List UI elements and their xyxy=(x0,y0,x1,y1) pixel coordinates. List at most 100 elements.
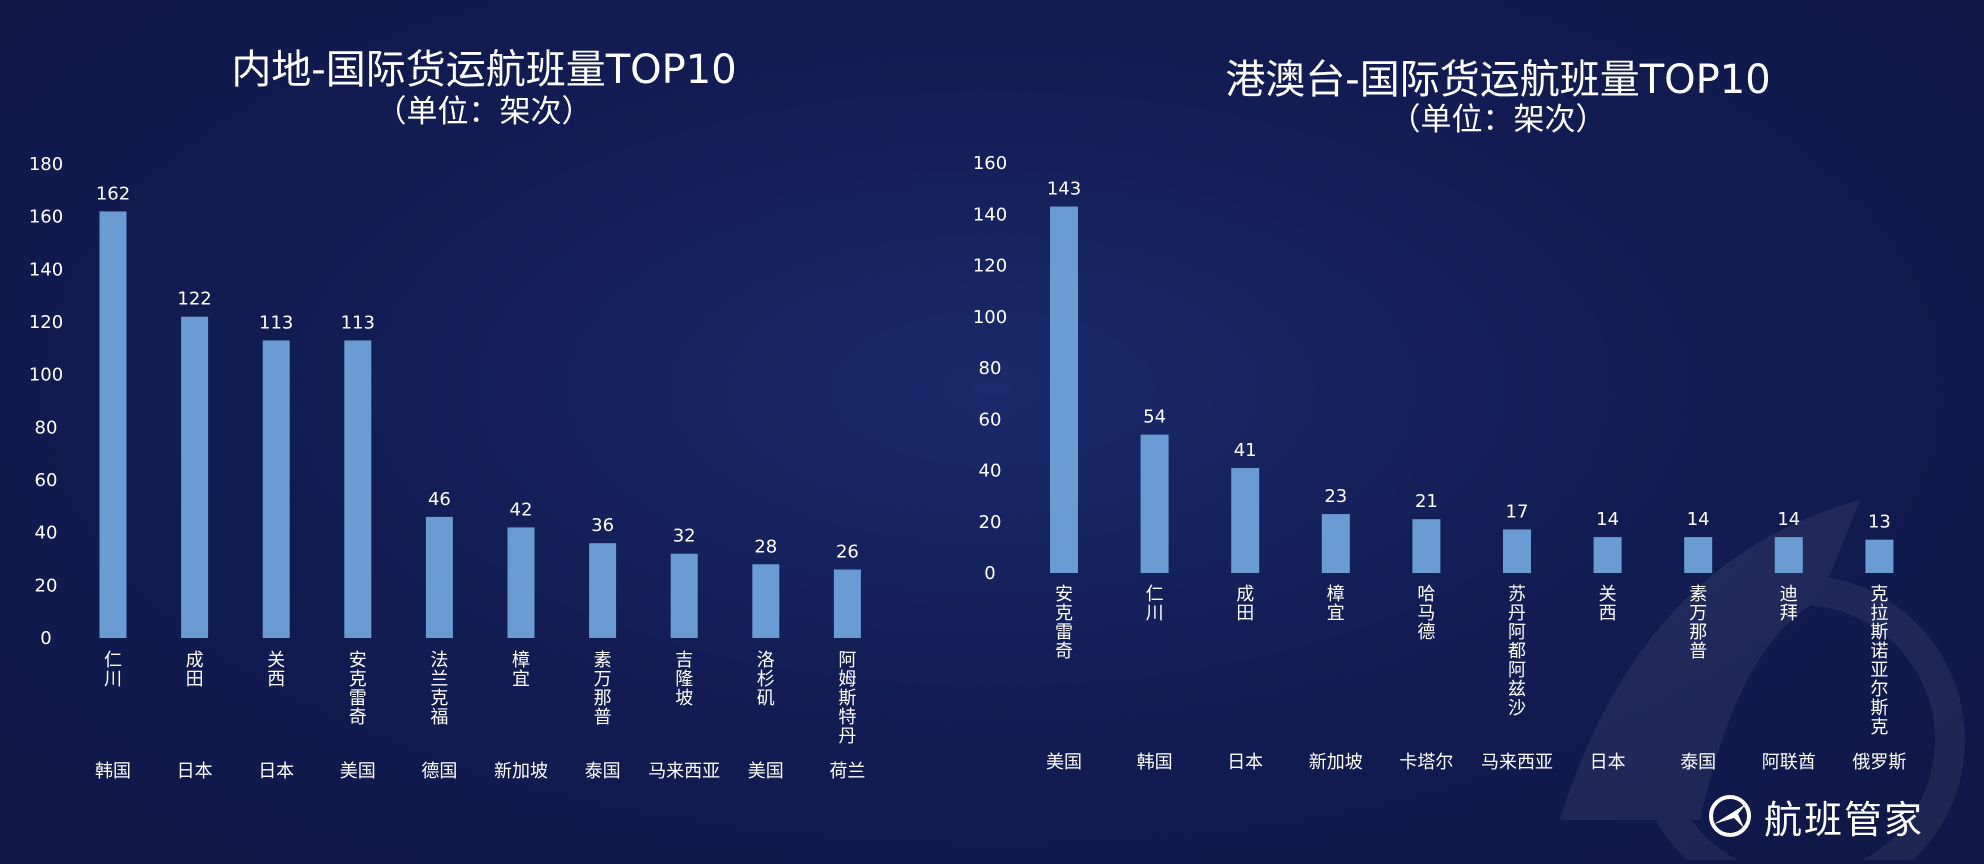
chart2-x-tick-label: 哈马德 xyxy=(1417,584,1435,643)
watermark-logo-icon xyxy=(1560,500,1965,860)
chart1-y-tick-label: 0 xyxy=(40,628,51,649)
chart1-bar xyxy=(181,316,209,638)
chart1-bar xyxy=(425,516,453,638)
chart1-bar xyxy=(262,340,290,638)
chart2-bar xyxy=(1412,519,1441,573)
chart2-bar xyxy=(1050,206,1078,573)
brand-logo: 航班管家 xyxy=(1708,790,1924,842)
chart1-y-tick-label: 160 xyxy=(29,207,63,228)
chart2-x-tick-label: 克拉斯诺亚尔斯克 xyxy=(1870,584,1888,738)
chart2-y-tick-label: 160 xyxy=(973,153,1007,174)
chart2-bar xyxy=(1593,537,1622,573)
chart2-x-tick-label: 迪拜 xyxy=(1780,584,1798,624)
chart1-value-label: 113 xyxy=(341,312,375,333)
chart1-country-label: 美国 xyxy=(748,761,784,782)
chart1-country-label: 日本 xyxy=(258,761,294,782)
chart1-y-tick-label: 60 xyxy=(35,470,58,491)
chart1-bar xyxy=(670,553,698,638)
chart1-country-label: 韩国 xyxy=(95,761,131,782)
chart2-bar xyxy=(1503,529,1531,573)
plane-logo-icon xyxy=(1709,795,1751,837)
chart2-country-label: 日本 xyxy=(1227,752,1263,773)
chart2-bar xyxy=(1321,514,1350,573)
chart1-value-label: 46 xyxy=(428,489,451,510)
chart2-country-label: 阿联酋 xyxy=(1762,752,1816,773)
chart1-bar xyxy=(752,564,780,638)
chart1-value-label: 28 xyxy=(754,536,777,557)
chart2-value-label: 143 xyxy=(1047,179,1081,200)
chart2-country-label: 日本 xyxy=(1590,752,1626,773)
chart1-bar xyxy=(99,211,127,638)
chart1-value-label: 162 xyxy=(96,183,130,204)
chart2-x-tick-label: 樟宜 xyxy=(1327,584,1345,624)
chart1-x-tick-label: 仁川 xyxy=(104,650,122,690)
chart2-y-tick-label: 140 xyxy=(973,204,1007,225)
chart1-value-label: 32 xyxy=(673,526,696,547)
chart2-x-tick-label: 素万那普 xyxy=(1689,584,1707,662)
chart2-country-label: 卡塔尔 xyxy=(1399,752,1453,773)
brand-name: 航班管家 xyxy=(1764,797,1925,842)
chart2-x-tick-label: 仁川 xyxy=(1146,584,1164,624)
chart2-x-tick-label: 成田 xyxy=(1236,584,1254,624)
chart2-title: 港澳台-国际货运航班量TOP10 xyxy=(1225,57,1771,103)
chart1-country-label: 马来西亚 xyxy=(648,761,720,782)
chart1-y-tick-label: 140 xyxy=(29,259,63,280)
chart2-bar xyxy=(1865,539,1894,573)
chart2-country-label: 马来西亚 xyxy=(1481,752,1553,773)
chart2-value-label: 23 xyxy=(1324,486,1347,507)
chart2-x-tick-label: 安克雷奇 xyxy=(1055,584,1073,662)
chart1-x-tick-label: 樟宜 xyxy=(512,650,530,690)
chart1-unit-label: （单位：架次） xyxy=(375,94,593,130)
chart2-value-label: 14 xyxy=(1777,509,1800,530)
chart1-value-label: 36 xyxy=(591,515,614,536)
chart2-value-label: 21 xyxy=(1415,491,1438,512)
chart1-bar xyxy=(589,543,617,638)
chart2-value-label: 14 xyxy=(1687,509,1710,530)
chart1-x-tick-label: 洛杉矶 xyxy=(757,650,775,709)
chart2-y-tick-label: 0 xyxy=(984,563,995,584)
chart1-country-label: 荷兰 xyxy=(829,761,865,782)
chart2-value-label: 41 xyxy=(1234,440,1257,461)
chart1-y-tick-label: 180 xyxy=(29,154,63,175)
chart2-y-tick-label: 100 xyxy=(973,307,1007,328)
chart1-country-label: 泰国 xyxy=(585,761,621,782)
chart1-value-label: 42 xyxy=(510,499,533,520)
chart2-bar xyxy=(1140,434,1169,573)
chart1-x-tick-label: 关西 xyxy=(267,650,285,690)
chart1-value-label: 26 xyxy=(836,542,859,563)
chart1-country-label: 日本 xyxy=(177,761,213,782)
chart2-value-label: 14 xyxy=(1596,509,1619,530)
chart1-y-tick-label: 20 xyxy=(35,575,58,596)
chart1-x-tick-label: 成田 xyxy=(186,650,204,690)
chart2-country-label: 新加坡 xyxy=(1309,752,1363,773)
chart2-country-label: 美国 xyxy=(1046,752,1082,773)
chart1-y-tick-label: 120 xyxy=(29,312,63,333)
chart2-y-tick-label: 120 xyxy=(973,256,1007,277)
chart1-title: 内地-国际货运航班量TOP10 xyxy=(231,47,737,93)
chart1-bar xyxy=(507,527,535,638)
chart2-x-tick-label: 关西 xyxy=(1599,584,1617,624)
chart2-country-label: 俄罗斯 xyxy=(1852,752,1906,773)
chart2-x-tick-label: 苏丹阿都阿兹沙 xyxy=(1508,584,1526,719)
chart2-unit-label: （单位：架次） xyxy=(1389,102,1607,138)
chart1-bar xyxy=(833,569,861,638)
chart2-y-tick-label: 40 xyxy=(979,461,1002,482)
chart2-y-tick-label: 20 xyxy=(979,512,1002,533)
chart1-bar xyxy=(344,340,372,638)
chart1-country-label: 德国 xyxy=(421,761,457,782)
chart1-y-tick-label: 80 xyxy=(35,417,58,438)
chart2-country-label: 韩国 xyxy=(1137,752,1173,773)
chart2-y-tick-label: 60 xyxy=(979,409,1002,430)
chart1-country-label: 美国 xyxy=(340,761,376,782)
chart1-value-label: 113 xyxy=(259,312,293,333)
chart2-bar xyxy=(1684,537,1713,573)
chart1-y-tick-label: 40 xyxy=(35,523,58,544)
chart2-country-label: 泰国 xyxy=(1680,752,1716,773)
chart2-value-label: 13 xyxy=(1868,512,1891,533)
chart2-value-label: 17 xyxy=(1506,501,1529,522)
chart1-x-tick-label: 法兰克福 xyxy=(430,650,448,728)
chart1-x-tick-label: 阿姆斯特丹 xyxy=(838,650,856,747)
chart1-x-tick-label: 素万那普 xyxy=(594,650,612,728)
chart2-value-label: 54 xyxy=(1143,407,1166,428)
